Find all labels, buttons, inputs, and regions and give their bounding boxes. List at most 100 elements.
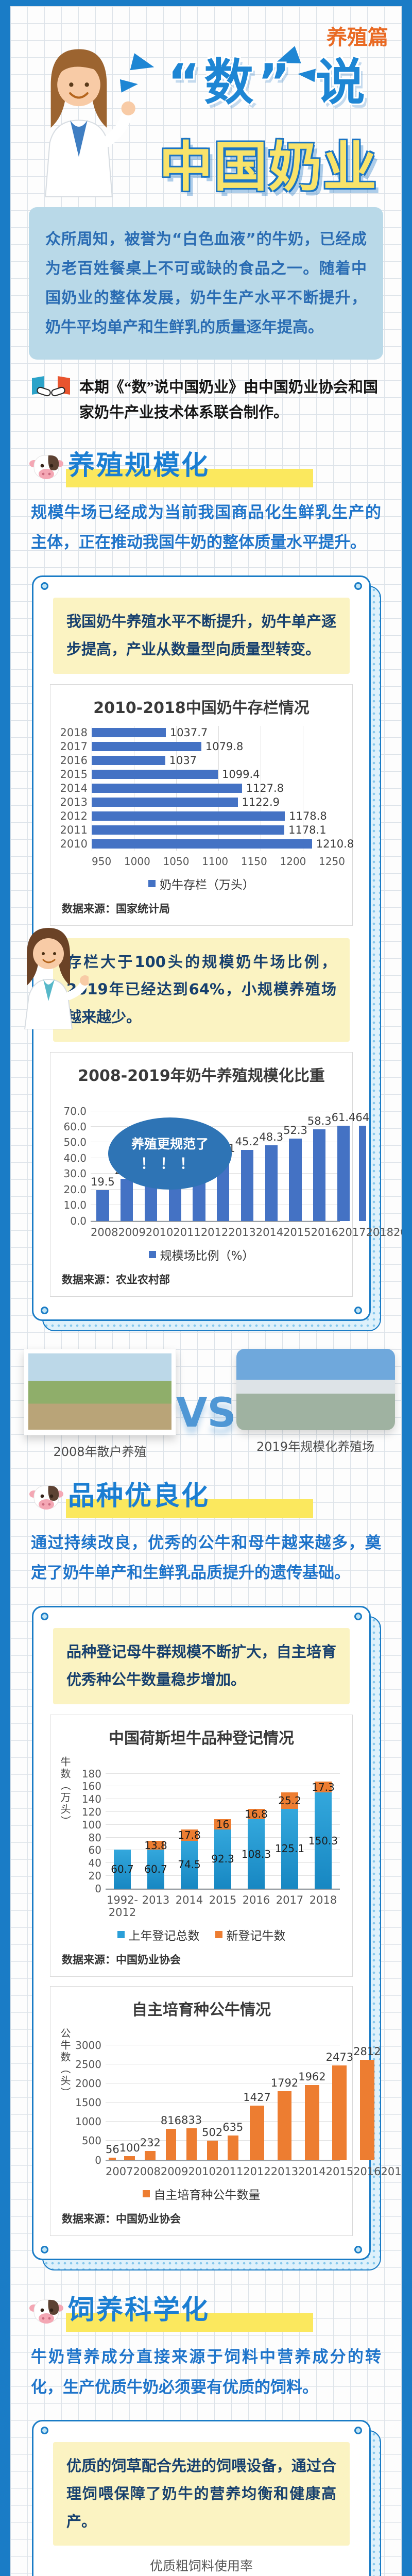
hb-bar [92,770,218,779]
v-val: 100 [119,2142,140,2155]
hb-bar [92,756,165,766]
lg-sq [215,1930,222,1938]
v-ytick: 160 [81,1780,101,1793]
v-bar [207,2141,218,2160]
v-xcell: 2015 [283,1226,311,1239]
hb-val: 1099.4 [222,768,260,781]
hb-val: 1079.8 [205,740,244,753]
hb-bar [92,784,242,793]
hb-tick: 1100 [202,855,229,868]
chart-scale-ratio: 2008-2019年奶牛养殖规模化比重 0.0 10.0 20.0 30.0 40.0 50… [50,1052,402,1297]
seg-val: 108.3 [241,1848,271,1860]
hb-bar [92,825,285,835]
chart-domestic-bulls: 自主培育种公牛情况 公牛数（头） 0 500 1000 1500 2000 2500 3000 5… [50,1986,402,2236]
seg: 74.5 [178,1841,201,1889]
v-val: 45.2 [235,1136,260,1148]
lg-txt: 奶牛存栏（万头） [160,878,254,892]
lg-txt: 上年登记总数 [128,1929,200,1943]
v-col: 1427 [243,2045,271,2160]
v-xlab: 2017 [276,1893,304,1906]
v-bar [124,2156,135,2160]
credit-row: 本期《“数”说中国奶业》由中国奶业协会和国家奶牛产业技术体系联合制作。 [31,375,381,426]
v-xlab: 2015 [325,2165,354,2178]
v-xlab: 2010 [145,1226,174,1239]
hb-axis: 950 1000 1050 1100 1150 1200 1250 [92,855,345,868]
v-xlab: 2014 [175,1893,203,1906]
v-xlab: 2013 [142,1893,170,1906]
v-ytick: 40 [88,1857,101,1870]
v-right: 0.010.020.030.040.050.060.070.019.526.83… [58,1094,402,1239]
v-col: 25.2 125.1 [273,1774,306,1889]
v-bar [145,2151,156,2160]
ch-title: 自主培育种公牛情况 [132,2001,271,2019]
v-stack: 17.8 74.5 [178,1829,201,1889]
chart-holstein-registration: 中国荷斯坦牛品种登记情况 牛数（万头） 0 20 40 60 80 100 120 140 160 1… [50,1714,353,1977]
ch-legend: 规模场比例（%） [58,1246,345,1263]
v-bar [332,2065,347,2160]
v-xcell: 2009 [161,2165,188,2178]
v-ylab: 公牛数（头） [59,2027,71,2099]
v-ytick: 50.0 [63,1136,87,1149]
v-xcell: 2013 [271,2165,298,2178]
section-head-scale: 养殖规模化 [28,444,384,487]
v-grid [106,2121,340,2122]
seg: 150.3 [308,1792,338,1889]
seg: 16 [214,1818,232,1831]
v-xlab: 2016 [353,2165,381,2178]
v-col: 52.3 [283,1111,307,1221]
seg: 108.3 [242,1819,271,1889]
highlight-box: 我国奶牛养殖水平不断提升，奶牛单产逐步提高，产业从数量型向质量型转变。 [53,598,350,674]
v-grid [106,1811,340,1812]
hb-row: 2013 1122.9 [58,795,345,809]
v-bar [250,2105,264,2160]
section-title: 养殖规模化 [68,450,210,481]
v-xcell: 2009 [118,1226,145,1239]
hb-lab: 2018 [60,726,88,739]
v-grid [106,1773,340,1774]
hb-track: 1037 [92,753,345,768]
photo-caption: 2008年散户养殖 [53,1444,147,1459]
v-xrow: 2008 2009 2010 2011 2012 2013 2014 2015 2016 2017… [91,1226,402,1239]
v-val: 833 [181,2113,202,2126]
v-grid [106,2102,340,2103]
ch-source: 数据来源：中国奶业协会 [62,1953,181,1966]
chart-forage-usage: 优质粗饲料使用率2008年VS2019年40%优质粗饲料其它90%优质粗饲料其它… [50,2556,353,2576]
v-xlab: 2007 [106,2165,133,2178]
v-xcell: 2013 [139,1894,173,1919]
title-highlight-bar [66,2313,313,2332]
v-col: 833 [181,2045,202,2160]
v-xcell: 2015 [206,1894,239,1919]
hb-val: 1178.8 [289,810,327,823]
v-ytick: 20.0 [63,1183,87,1196]
photo-2008-backyard-farm [28,1353,171,1430]
v-xcell: 2008 [91,1226,118,1239]
v-val: 61.4 [331,1111,356,1124]
v-xcell: 2010 [146,1226,173,1239]
v-wrap: 牛数（万头） 0 20 40 60 80 100 120 140 160 180 60.7 13.8 60… [58,1756,345,1919]
highlight-box: 品种登记母牛群规模不断扩大，自主培育优秀种公牛数量稳步增加。 [53,1628,350,1704]
ch-legend: 奶牛存栏（万头） [58,875,345,892]
v-bar [120,1179,133,1221]
v-col: 17.3 150.3 [306,1774,340,1889]
ch-title: 2008-2019年奶牛养殖规模化比重 [78,1066,325,1085]
seg-val: 25.2 [278,1794,301,1807]
v-xcell: 2011 [216,2165,243,2178]
v-right: 0 20 40 60 80 100 120 140 160 180 60.7 13.8 60.7 17.8… [73,1756,345,1919]
v-xlab: 2014 [298,2165,326,2178]
title-quote-word: “数” [167,54,295,111]
v-xlab: 2013 [228,1226,256,1239]
seg: 17.3 [312,1781,335,1793]
v-xcell: 2017 [338,1226,366,1239]
v-grid [91,1126,340,1127]
v-xcell: 2016 [353,2165,381,2178]
v-stack: 16 92.3 [211,1818,234,1889]
seg-val: 16.8 [245,1808,268,1821]
v-ytick: 80 [88,1831,101,1844]
v-xlab: 2011 [215,2165,244,2178]
v-xlab: 2016 [242,1893,270,1906]
hb-lab: 2013 [60,796,88,809]
page-title: “数” 说 中国奶业 [147,42,389,201]
hb-bar [92,728,166,738]
v-val: 1792 [270,2077,299,2090]
lg-sq [148,1250,156,1258]
